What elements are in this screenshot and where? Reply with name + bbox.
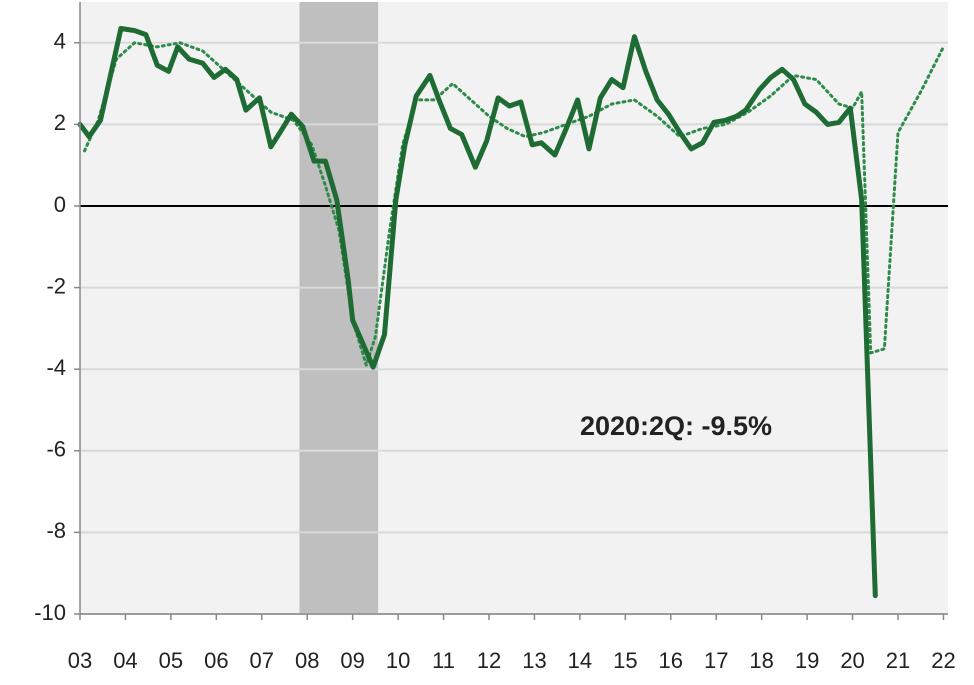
x-tick-label: 13	[522, 648, 546, 673]
x-tick-label: 16	[659, 648, 683, 673]
x-tick-label: 15	[613, 648, 637, 673]
y-tick-label: 0	[54, 192, 66, 217]
x-tick-label: 11	[432, 648, 455, 673]
x-tick-label: 18	[749, 648, 773, 673]
y-tick-label: -10	[34, 600, 66, 625]
x-tick-label: 06	[204, 648, 228, 673]
annotation: 2020:2Q: -9.5%	[580, 411, 772, 441]
x-tick-label: 10	[386, 648, 410, 673]
x-tick-label: 21	[886, 648, 910, 673]
y-tick-label: -4	[46, 355, 66, 380]
y-tick-label: -2	[46, 273, 66, 298]
solid-line	[77, 26, 878, 599]
y-tick-label: -8	[46, 518, 66, 543]
x-tick-label: 09	[340, 648, 364, 673]
x-tick-label: 07	[250, 648, 274, 673]
x-tick-label: 14	[568, 648, 592, 673]
x-tick-label: 08	[295, 648, 319, 673]
x-tick-label: 22	[931, 648, 955, 673]
x-tick-label: 04	[113, 648, 137, 673]
y-tick-label: 4	[54, 29, 66, 54]
x-tick-label: 19	[795, 648, 819, 673]
y-tick-label: -6	[46, 437, 66, 462]
x-tick-label: 03	[68, 648, 92, 673]
x-tick-label: 17	[704, 648, 728, 673]
y-tick-label: 2	[54, 110, 66, 135]
x-tick-label: 12	[477, 648, 501, 673]
recession-band	[299, 2, 379, 614]
x-tick-label: 05	[159, 648, 183, 673]
plot-area	[80, 2, 948, 614]
x-tick-label: 20	[840, 648, 864, 673]
